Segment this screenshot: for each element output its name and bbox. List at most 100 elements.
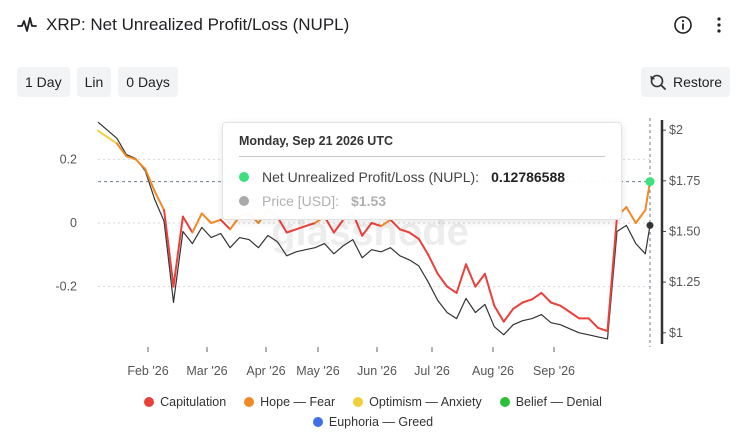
- more-options-icon[interactable]: [708, 14, 730, 36]
- axes: 0.2 0 -0.2 $2 $1.75 $1.50 $1.25 $1 Feb '26 Mar '2…: [55, 120, 700, 378]
- legend-item-belief-denial[interactable]: Belief — Denial: [499, 395, 602, 409]
- legend-dot-icon: [312, 417, 323, 427]
- legend-item-euphoria-greed[interactable]: Euphoria — Greed: [312, 415, 434, 429]
- price-line: [97, 121, 651, 340]
- legend-item-capitulation[interactable]: Capitulation: [144, 395, 226, 409]
- nupl-segment: [531, 291, 543, 301]
- nupl-segment: [483, 272, 496, 307]
- price-hover-point: [646, 221, 654, 229]
- nupl-segment: [106, 136, 118, 145]
- nupl-hover-point: [645, 177, 655, 187]
- legend-label: Euphoria — Greed: [328, 415, 434, 429]
- tooltip-value: 0.12786588: [491, 169, 566, 185]
- nupl-segment: [191, 212, 203, 234]
- x-tick-label: Feb '26: [127, 364, 168, 378]
- x-tick-label: Aug '26: [472, 364, 514, 378]
- y-right-tick-label: $1.50: [669, 224, 700, 238]
- nupl-segment: [304, 222, 316, 228]
- y-left-tick-label: 0: [70, 216, 77, 230]
- nupl-segment: [493, 304, 505, 323]
- nupl-segment: [606, 215, 618, 333]
- x-tick-label: Sep '26: [533, 364, 575, 378]
- nupl-segment: [153, 190, 166, 212]
- x-tick-label: Jul '26: [414, 364, 450, 378]
- nupl-segment: [361, 222, 373, 237]
- nupl-segment: [436, 272, 449, 288]
- nupl-segment: [540, 291, 552, 304]
- nupl-segment: [200, 212, 213, 224]
- chart-tooltip: Monday, Sep 21 2026 UTC Net Unrealized P…: [222, 122, 622, 220]
- nupl-segment: [568, 311, 581, 320]
- legend-label: Belief — Denial: [515, 395, 602, 409]
- restore-label: Restore: [672, 74, 722, 90]
- nupl-segment: [163, 209, 175, 288]
- legend-dot-icon: [499, 397, 510, 407]
- chart-legend: Capitulation Hope — Fear Optimism — Anxi…: [0, 392, 746, 432]
- nupl-segment: [125, 155, 137, 161]
- nupl-segment: [219, 218, 232, 231]
- restore-zoom-icon: [650, 74, 666, 90]
- y-right-tick-label: $2: [669, 123, 683, 137]
- nupl-segment: [144, 167, 156, 193]
- interval-button[interactable]: 1 Day: [17, 67, 70, 97]
- x-tick-label: May '26: [296, 364, 339, 378]
- nupl-segment: [634, 209, 647, 224]
- tooltip-label: Price [USD]:: [262, 193, 340, 209]
- y-left-tick-label: -0.2: [55, 280, 77, 294]
- nupl-segment: [455, 263, 467, 294]
- nupl-segment: [285, 228, 298, 234]
- legend-label: Optimism — Anxiety: [369, 395, 482, 409]
- legend-label: Capitulation: [160, 395, 227, 409]
- legend-item-optimism-anxiety[interactable]: Optimism — Anxiety: [353, 395, 482, 409]
- x-tick-label: Mar '26: [186, 364, 227, 378]
- offset-button[interactable]: 0 Days: [118, 67, 178, 97]
- x-tick-label: Jun '26: [357, 364, 397, 378]
- nupl-segment: [408, 231, 420, 240]
- nupl-segment: [549, 301, 562, 307]
- nupl-segment: [559, 304, 571, 313]
- nupl-segment: [115, 142, 128, 158]
- tooltip-date: Monday, Sep 21 2026 UTC: [239, 134, 393, 148]
- nupl-segment: [97, 129, 109, 139]
- scale-button[interactable]: Lin: [76, 67, 112, 97]
- nupl-segment: [597, 326, 609, 333]
- tooltip-row-price: Price [USD]: $1.53: [239, 189, 605, 213]
- nupl-segment: [389, 218, 401, 231]
- nupl-segment: [172, 215, 184, 288]
- nupl-segment: [587, 317, 600, 329]
- nupl-segment: [474, 272, 486, 288]
- price-dot-icon: [239, 196, 249, 206]
- nupl-segment: [332, 218, 345, 234]
- nupl-segment: [521, 298, 534, 304]
- nupl-segment: [210, 218, 222, 224]
- nupl-segment: [380, 218, 392, 228]
- pulse-icon: [17, 17, 37, 32]
- nupl-segment: [295, 225, 307, 231]
- restore-button[interactable]: Restore: [640, 67, 730, 97]
- nupl-segment: [181, 215, 194, 234]
- y-right-tick-label: $1: [669, 326, 683, 340]
- nupl-segment: [644, 180, 651, 212]
- nupl-segment: [512, 301, 524, 310]
- legend-item-hope-fear[interactable]: Hope — Fear: [244, 395, 335, 409]
- y-right-tick-label: $1.25: [669, 275, 700, 289]
- chart-toolbar: 1 Day Lin 0 Days: [17, 67, 178, 97]
- nupl-segment: [134, 158, 147, 170]
- legend-label: Hope — Fear: [260, 395, 336, 409]
- nupl-segment: [398, 228, 411, 234]
- legend-dot-icon: [144, 397, 155, 407]
- y-right-tick-label: $1.75: [669, 174, 700, 188]
- tooltip-divider: [239, 156, 605, 157]
- nupl-segment: [417, 237, 430, 256]
- chart-header: XRP: Net Unrealized Profit/Loss (NUPL): [16, 8, 730, 42]
- nupl-segment: [427, 253, 439, 275]
- legend-dot-icon: [244, 397, 255, 407]
- info-icon[interactable]: [672, 14, 694, 36]
- nupl-segment: [625, 206, 637, 224]
- tooltip-row-nupl: Net Unrealized Profit/Loss (NUPL): 0.127…: [239, 165, 605, 189]
- tooltip-value: $1.53: [351, 193, 387, 209]
- tooltip-label: Net Unrealized Profit/Loss (NUPL):: [262, 169, 480, 185]
- nupl-segment: [370, 222, 383, 228]
- x-tick-label: Apr '26: [246, 364, 285, 378]
- nupl-dot-icon: [239, 172, 249, 182]
